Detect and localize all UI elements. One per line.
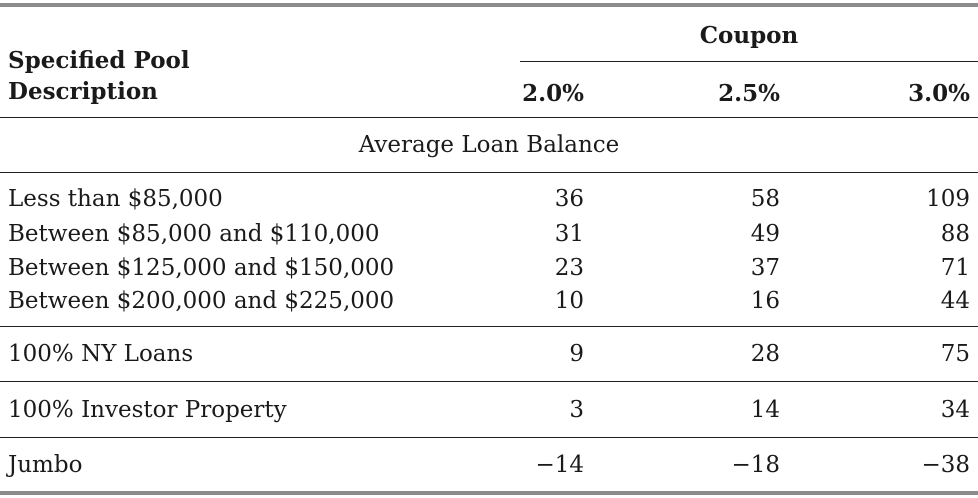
row-value: 71 <box>940 255 970 281</box>
row-value: −38 <box>921 452 970 478</box>
coupon-col-3-0: 3.0% <box>908 80 970 107</box>
section-title: Average Loan Balance <box>358 132 620 158</box>
row-value: 44 <box>940 288 970 314</box>
row-value: −14 <box>535 452 584 478</box>
row-divider <box>0 437 978 438</box>
row-value: 58 <box>750 186 780 212</box>
row-label: Jumbo <box>8 452 83 478</box>
row-label: Less than $85,000 <box>8 186 223 212</box>
row-value: 9 <box>569 341 584 367</box>
row-value: 88 <box>940 221 970 247</box>
description-header: Specified Pool Description <box>8 47 190 105</box>
row-value: 37 <box>750 255 780 281</box>
coupon-underline <box>520 61 978 62</box>
row-value: 31 <box>554 221 584 247</box>
row-label: 100% Investor Property <box>8 397 287 423</box>
row-value: 16 <box>750 288 780 314</box>
row-label: Between $200,000 and $225,000 <box>8 288 395 314</box>
coupon-col-2-0: 2.0% <box>522 80 584 107</box>
row-value: 34 <box>940 397 970 423</box>
row-value: 75 <box>940 341 970 367</box>
row-value: 49 <box>750 221 780 247</box>
row-label: Between $125,000 and $150,000 <box>8 255 395 281</box>
row-value: 23 <box>554 255 584 281</box>
row-label: Between $85,000 and $110,000 <box>8 221 380 247</box>
row-label: 100% NY Loans <box>8 341 194 367</box>
row-value: 28 <box>750 341 780 367</box>
section-rule <box>0 172 978 173</box>
table-top-rule <box>0 3 978 7</box>
table-bottom-rule <box>0 491 978 495</box>
row-value: 14 <box>750 397 780 423</box>
row-value: 10 <box>554 288 584 314</box>
row-divider <box>0 326 978 327</box>
row-value: 3 <box>569 397 584 423</box>
coupon-col-2-5: 2.5% <box>718 80 780 107</box>
row-value: −18 <box>731 452 780 478</box>
header-bottom-rule <box>0 117 978 118</box>
row-value: 109 <box>926 186 970 212</box>
row-value: 36 <box>554 186 584 212</box>
coupon-header: Coupon <box>699 22 799 49</box>
row-divider <box>0 381 978 382</box>
